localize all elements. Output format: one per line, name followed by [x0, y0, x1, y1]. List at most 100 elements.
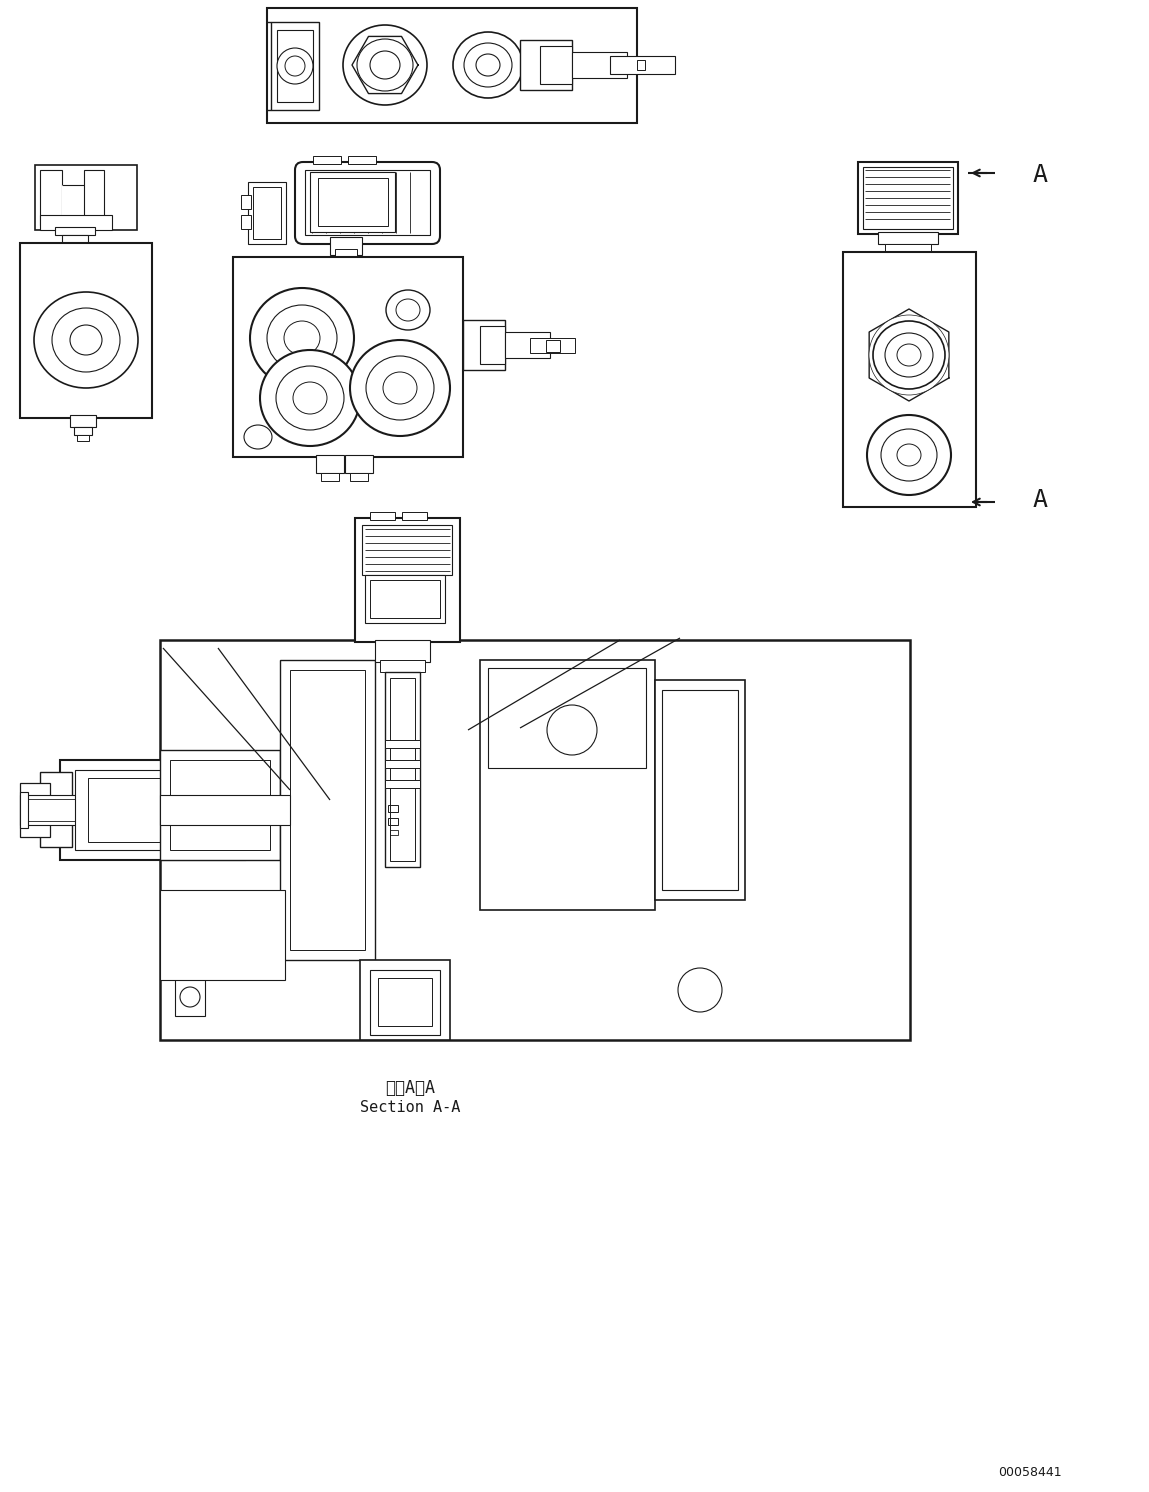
Ellipse shape [276, 366, 344, 430]
Bar [290, 670, 365, 950]
Text: Section A-A: Section A-A [360, 1101, 461, 1116]
Bar [304, 170, 430, 236]
Bar [34, 166, 137, 230]
Bar [160, 640, 910, 1040]
Bar [506, 333, 550, 358]
Bar [271, 22, 319, 110]
Circle shape [678, 968, 722, 1012]
Ellipse shape [897, 445, 921, 466]
Bar [74, 427, 92, 436]
Bar [843, 252, 976, 507]
Bar [463, 319, 506, 370]
Circle shape [285, 57, 304, 76]
Bar [60, 759, 245, 859]
Bar [380, 659, 425, 671]
Bar [330, 237, 362, 255]
Bar [572, 52, 627, 78]
Bar [241, 195, 250, 209]
Ellipse shape [293, 382, 327, 413]
Bar [858, 163, 958, 234]
Bar [70, 415, 97, 427]
Bar [520, 40, 572, 90]
Bar [75, 770, 240, 850]
Bar [336, 249, 357, 257]
Ellipse shape [383, 372, 417, 404]
Bar [313, 157, 341, 164]
Bar [253, 186, 282, 239]
Bar [321, 473, 339, 480]
Bar [360, 959, 450, 1040]
Bar [610, 57, 674, 75]
Bar [662, 689, 738, 891]
Bar [345, 455, 373, 473]
Ellipse shape [464, 43, 512, 87]
Ellipse shape [70, 325, 102, 355]
Bar [77, 436, 88, 442]
Bar [84, 170, 105, 225]
Circle shape [277, 48, 313, 84]
Text: A: A [1033, 488, 1048, 512]
Ellipse shape [350, 340, 450, 436]
Bar [233, 257, 463, 457]
Bar [370, 970, 440, 1035]
Bar [385, 671, 421, 867]
Bar [348, 157, 376, 164]
Bar [390, 830, 398, 836]
Ellipse shape [52, 307, 119, 372]
Ellipse shape [476, 54, 500, 76]
Bar [241, 215, 250, 228]
Bar [530, 339, 574, 354]
Ellipse shape [267, 304, 337, 372]
Circle shape [547, 706, 597, 755]
Bar [280, 659, 375, 959]
Bar [885, 245, 931, 252]
Ellipse shape [897, 345, 921, 366]
Bar [362, 525, 452, 574]
Bar [248, 182, 286, 245]
Bar [863, 167, 953, 228]
Bar [55, 227, 95, 236]
Ellipse shape [453, 31, 523, 98]
Bar [62, 185, 84, 225]
Bar [20, 795, 245, 825]
Bar [390, 677, 415, 861]
Bar [370, 512, 395, 521]
Bar [267, 7, 637, 122]
Bar [488, 668, 646, 768]
Bar [170, 759, 270, 850]
Bar [378, 977, 432, 1026]
Ellipse shape [386, 289, 430, 330]
Ellipse shape [867, 415, 951, 495]
Bar [385, 780, 421, 788]
Bar [88, 777, 228, 841]
Bar [540, 46, 572, 84]
Bar [388, 818, 398, 825]
Bar [62, 236, 88, 243]
Ellipse shape [396, 298, 421, 321]
Bar [20, 792, 28, 828]
Ellipse shape [357, 39, 412, 91]
Bar [20, 783, 51, 837]
Circle shape [180, 988, 200, 1007]
Bar [277, 30, 313, 101]
Ellipse shape [885, 333, 933, 377]
Bar [637, 60, 645, 70]
Bar [24, 800, 242, 821]
Text: 断面A－A: 断面A－A [385, 1079, 435, 1097]
Text: A: A [1033, 163, 1048, 186]
Bar [40, 170, 62, 225]
Ellipse shape [244, 425, 272, 449]
Circle shape [869, 315, 949, 395]
Bar [20, 243, 152, 418]
Ellipse shape [250, 288, 354, 388]
Ellipse shape [881, 430, 936, 480]
Bar [546, 340, 560, 352]
Bar [370, 580, 440, 618]
Bar [316, 455, 344, 473]
Bar [160, 750, 280, 859]
Bar [40, 771, 72, 847]
Bar [385, 759, 421, 768]
Bar [318, 178, 388, 225]
Ellipse shape [873, 321, 944, 389]
Bar [40, 215, 111, 230]
